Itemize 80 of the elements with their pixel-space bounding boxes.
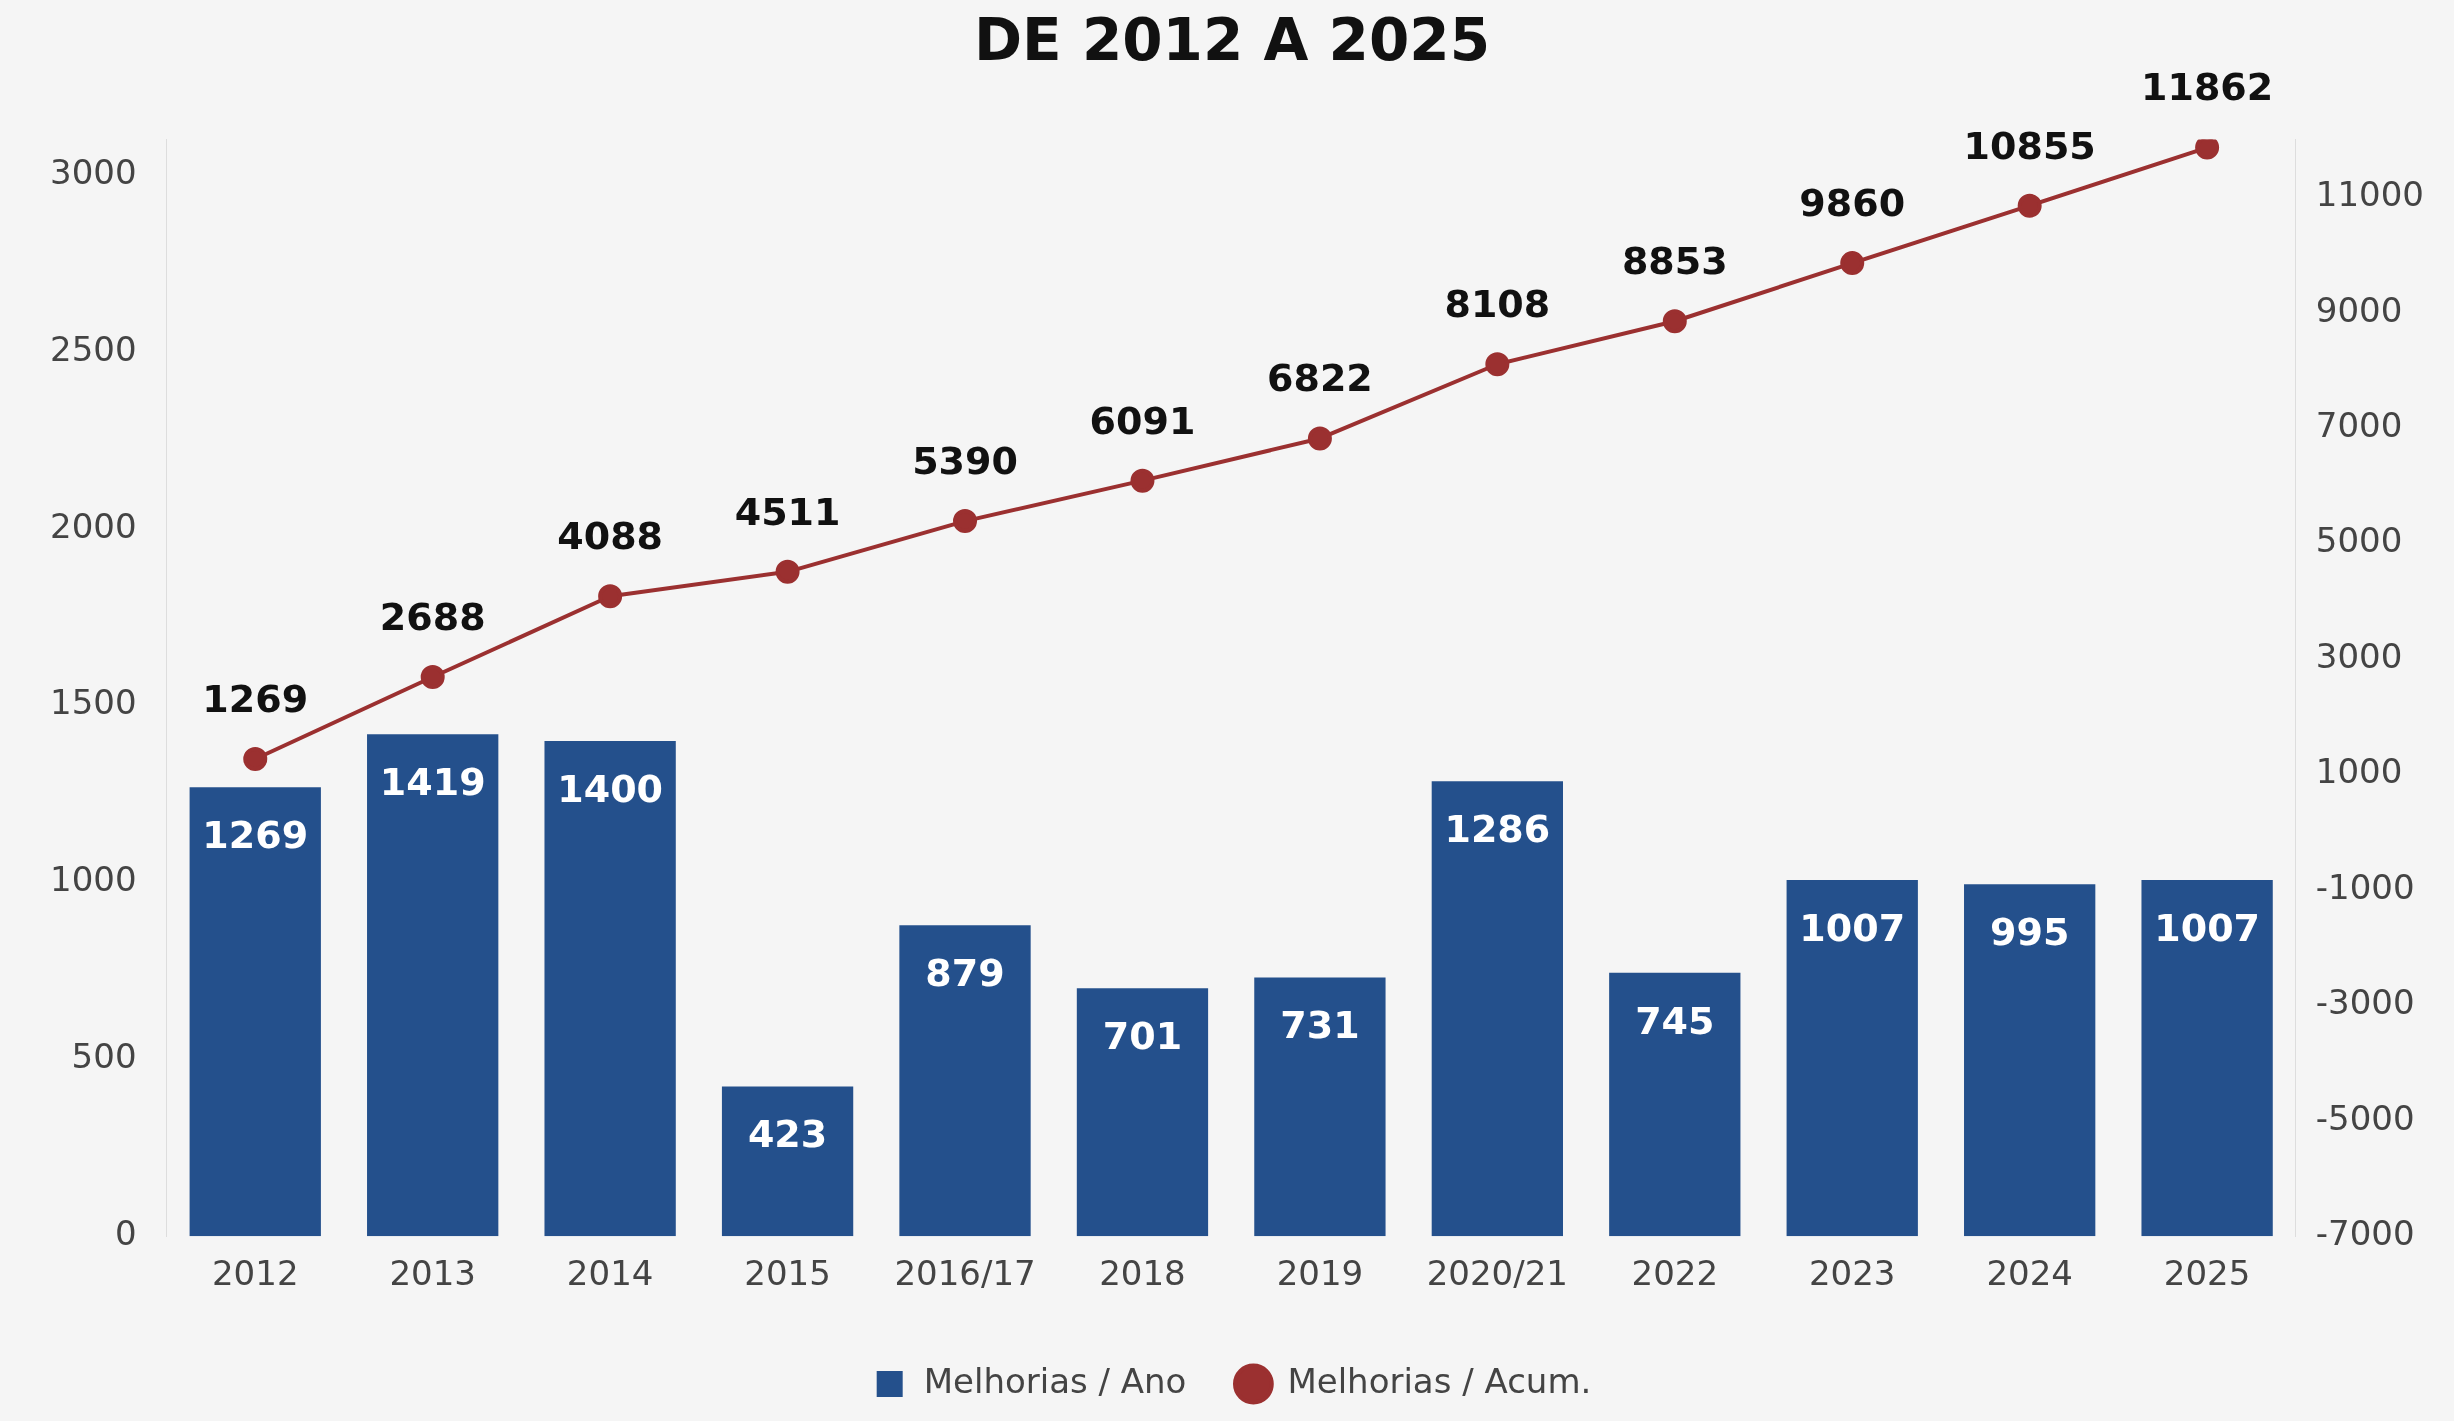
y-tick-label: 0: [114, 1213, 137, 1254]
legend-label: Melhorias / Acum.: [1287, 1360, 1592, 1401]
data-label: 1286: [1444, 807, 1551, 852]
y2-tick-label: 11000: [2315, 174, 2425, 215]
data-label: 8108: [1444, 282, 1551, 327]
data-label: 701: [1102, 1014, 1183, 1059]
point: [598, 584, 623, 609]
data-label: 8853: [1621, 239, 1728, 284]
y2-tick-label: -7000: [2315, 1213, 2415, 1254]
x-tick-label: 2016/17: [894, 1253, 1036, 1294]
bar: [1964, 884, 2096, 1237]
point: [420, 665, 445, 690]
y-tick-label: 2500: [50, 328, 137, 369]
data-label: 731: [1280, 1003, 1360, 1048]
y-tick-label: 2000: [50, 505, 137, 546]
bar: [1076, 988, 1209, 1237]
bar: [1609, 972, 1741, 1237]
y-tick-label: 1000: [50, 859, 137, 900]
point: [1662, 309, 1687, 334]
data-label: 11862: [2141, 65, 2274, 110]
x-tick-label: 2013: [389, 1253, 476, 1294]
data-label: 10855: [1963, 123, 2096, 168]
y2-tick-label: -3000: [2315, 982, 2415, 1023]
point: [1130, 468, 1155, 493]
y-tick-label: 500: [71, 1036, 137, 1077]
data-label: 5390: [912, 438, 1018, 483]
data-label: 4511: [734, 489, 841, 534]
bar: [1254, 977, 1386, 1237]
data-label: 1419: [379, 760, 486, 805]
y2-tick-label: -1000: [2315, 866, 2415, 907]
x-tick-label: 2022: [1631, 1253, 1719, 1294]
y2-tick-label: 5000: [2315, 520, 2403, 561]
data-label: 6091: [1089, 398, 1196, 443]
bar: [2141, 879, 2273, 1237]
point: [775, 559, 800, 584]
data-label: 1400: [557, 766, 664, 811]
data-label: 423: [747, 1112, 828, 1157]
x-tick-label: 2015: [744, 1253, 831, 1294]
bar: [899, 925, 1031, 1237]
bar: [1431, 781, 1563, 1237]
x-tick-label: 2023: [1808, 1253, 1896, 1294]
point: [2017, 193, 2042, 218]
chart-title: DE 2012 A 2025: [973, 5, 1491, 74]
data-label: 745: [1635, 998, 1715, 1043]
y2-tick-label: 1000: [2315, 751, 2403, 792]
legend-label: Melhorias / Ano: [923, 1360, 1187, 1401]
y2-tick-label: 7000: [2315, 405, 2403, 446]
data-label: 4088: [557, 514, 664, 559]
point: [953, 509, 978, 534]
y-tick-label: 1500: [50, 682, 137, 723]
data-label: 2688: [379, 594, 486, 639]
bar: [721, 1086, 854, 1237]
bar: [1786, 879, 1918, 1237]
bar: [189, 787, 321, 1237]
y2-tick-label: 3000: [2315, 635, 2403, 676]
y2-tick-label: -5000: [2315, 1097, 2415, 1138]
point: [1840, 251, 1865, 276]
x-tick-label: 2018: [1099, 1253, 1186, 1294]
data-label: 1007: [1799, 905, 1906, 950]
x-tick-label: 2025: [2163, 1253, 2251, 1294]
x-tick-label: 2019: [1276, 1253, 1364, 1294]
data-label: 6822: [1267, 356, 1373, 401]
data-label: 879: [925, 951, 1005, 996]
point: [243, 746, 268, 771]
x-tick-label: 2024: [1986, 1253, 2073, 1294]
y2-tick-label: 9000: [2315, 289, 2403, 330]
x-tick-label: 2020/21: [1426, 1253, 1568, 1294]
bar: [544, 740, 676, 1237]
point: [1485, 352, 1510, 377]
data-label: 1269: [202, 676, 309, 721]
x-tick-label: 2012: [211, 1253, 299, 1294]
point: [2195, 139, 2220, 160]
data-label: 1007: [2154, 905, 2260, 950]
data-label: 1269: [202, 813, 309, 858]
x-tick-label: 2014: [566, 1253, 654, 1294]
data-label: 995: [1990, 910, 2070, 955]
bar: [367, 734, 499, 1237]
y-tick-label: 3000: [50, 151, 137, 192]
point: [1307, 426, 1332, 451]
data-label: 9860: [1799, 180, 1906, 225]
